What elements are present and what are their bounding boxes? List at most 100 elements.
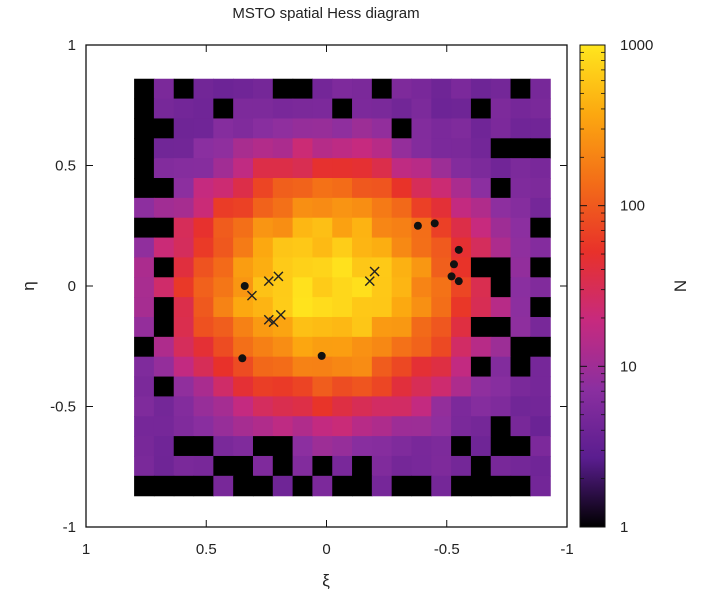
- heatmap-cell: [490, 396, 512, 417]
- heatmap-cell: [193, 217, 214, 239]
- heatmap-cell: [411, 178, 432, 199]
- heatmap-cell: [391, 356, 413, 378]
- heatmap-cell: [134, 277, 155, 298]
- heatmap-cell: [213, 277, 234, 298]
- heatmap-cell: [272, 475, 294, 497]
- heatmap-cell: [490, 78, 512, 100]
- heatmap-cell: [292, 237, 314, 259]
- heatmap-cell: [134, 237, 155, 259]
- heatmap-cell: [252, 138, 274, 159]
- heatmap-cell: [332, 178, 353, 199]
- heatmap-cell: [530, 78, 551, 100]
- heatmap-cell: [352, 336, 373, 358]
- y-tick-label: 1: [68, 37, 76, 54]
- heatmap-cell: [411, 217, 432, 239]
- heatmap-cell: [332, 436, 353, 457]
- heatmap-cell: [252, 436, 274, 457]
- heatmap-cell: [391, 277, 413, 298]
- heatmap-cell: [332, 118, 353, 139]
- y-tick-label: 0.5: [55, 158, 76, 175]
- heatmap-cell: [213, 475, 234, 497]
- heatmap-cell: [371, 237, 393, 259]
- heatmap-cell: [292, 376, 314, 397]
- heatmap-cell: [371, 257, 393, 278]
- heatmap-cell: [173, 178, 195, 199]
- heatmap-cell: [252, 396, 274, 417]
- heatmap-cell: [193, 237, 214, 259]
- heatmap-cell: [292, 416, 314, 437]
- heatmap-cell: [233, 237, 254, 259]
- heatmap-cell: [352, 257, 373, 278]
- heatmap-cell: [431, 197, 452, 219]
- heatmap-cell: [530, 257, 551, 278]
- heatmap-cell: [252, 78, 274, 100]
- heatmap-cell: [490, 297, 512, 318]
- heatmap-cell: [411, 78, 432, 100]
- heatmap-cell: [312, 78, 333, 100]
- marker-dot: [454, 277, 463, 286]
- heatmap-cell: [451, 376, 472, 397]
- x-tick-label: 1: [82, 541, 90, 558]
- heatmap-cell: [470, 178, 492, 199]
- heatmap-cell: [153, 197, 175, 219]
- heatmap-cell: [490, 98, 512, 120]
- heatmap-cell: [332, 336, 353, 358]
- heatmap-cell: [352, 178, 373, 199]
- heatmap-cell: [193, 138, 214, 159]
- heatmap-cell: [411, 316, 432, 338]
- heatmap-cell: [134, 138, 155, 159]
- heatmap-cell: [510, 475, 531, 497]
- heatmap-cell: [193, 316, 214, 338]
- heatmap-cell: [213, 257, 234, 278]
- heatmap-cell: [292, 217, 314, 239]
- heatmap-cell: [391, 336, 413, 358]
- heatmap-cell: [193, 78, 214, 100]
- heatmap-cell: [391, 178, 413, 199]
- heatmap-cell: [332, 257, 353, 278]
- marker-cross: [263, 276, 274, 287]
- heatmap-cell: [451, 98, 472, 120]
- heatmap-cell: [292, 138, 314, 159]
- marker-cross-stroke: [369, 266, 380, 277]
- heatmap-cell: [252, 217, 274, 239]
- heatmap-cell: [332, 475, 353, 497]
- heatmap-cell: [272, 455, 294, 477]
- heatmap-cell: [530, 376, 551, 397]
- heatmap-cell: [213, 118, 234, 139]
- heatmap-cell: [213, 336, 234, 358]
- heatmap-cell: [134, 297, 155, 318]
- heatmap-cell: [352, 416, 373, 437]
- heatmap-cell: [332, 416, 353, 437]
- heatmap-cell: [530, 396, 551, 417]
- heatmap-cell: [352, 356, 373, 378]
- colorbar-ticks: 1 10 100 1000: [580, 37, 653, 536]
- heatmap-cell: [451, 396, 472, 417]
- heatmap-cell: [510, 257, 531, 278]
- y-tick-label: -0.5: [50, 399, 76, 416]
- heatmap-cell: [530, 336, 551, 358]
- heatmap-cell: [213, 356, 234, 378]
- heatmap-cell: [134, 98, 155, 120]
- heatmap-cell: [431, 436, 452, 457]
- heatmap-cell: [233, 158, 254, 179]
- heatmap-cell: [451, 178, 472, 199]
- heatmap-cell: [391, 158, 413, 179]
- markers: [238, 219, 463, 363]
- heatmap-cell: [451, 316, 472, 338]
- heatmap-cell: [470, 158, 492, 179]
- heatmap-cell: [272, 376, 294, 397]
- heatmap-cell: [490, 336, 512, 358]
- heatmap-cell: [312, 257, 333, 278]
- heatmap-cell: [213, 237, 234, 259]
- heatmap-cell: [153, 455, 175, 477]
- colorbar-label: N: [671, 280, 690, 292]
- heatmap-cell: [411, 436, 432, 457]
- heatmap-cell: [272, 217, 294, 239]
- heatmap-cell: [490, 316, 512, 338]
- heatmap-cell: [352, 158, 373, 179]
- heatmap-cell: [272, 416, 294, 437]
- heatmap-cell: [470, 316, 492, 338]
- heatmap-cell: [312, 376, 333, 397]
- heatmap-cell: [292, 356, 314, 378]
- heatmap-cell: [451, 217, 472, 239]
